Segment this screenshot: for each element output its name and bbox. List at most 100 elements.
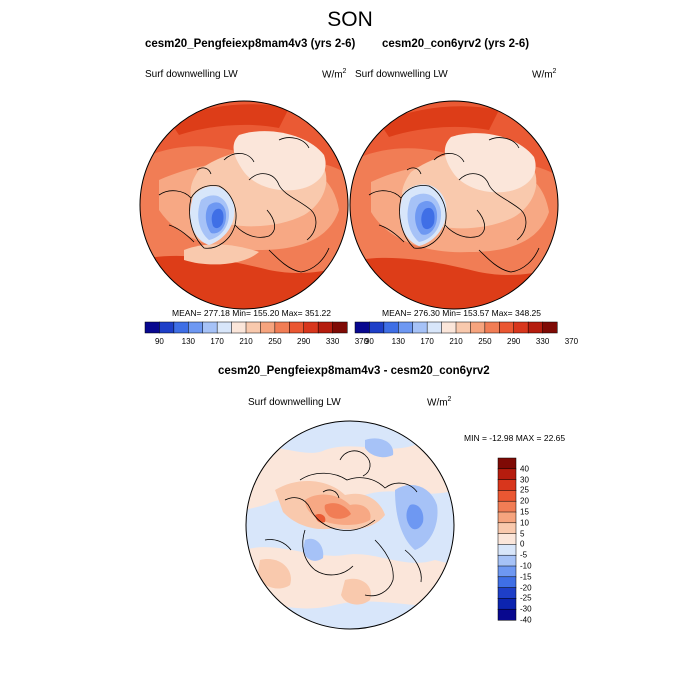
colorbar-panel-1-swatch <box>188 321 204 334</box>
contour-fill-cool-dark <box>421 207 435 230</box>
colorbar-panel-1 <box>144 321 348 334</box>
colorbar-panel-1-swatch <box>274 321 290 334</box>
panel-1-title: cesm20_Pengfeiexp8mam4v3 (yrs 2-6) <box>145 38 356 50</box>
colorbar-diff-swatch <box>497 457 517 470</box>
colorbar-diff-tick-label: -15 <box>520 572 532 582</box>
colorbar-diff-tick-label: 40 <box>520 464 529 474</box>
map-panel-1-fill <box>140 101 348 309</box>
colorbar-panel-2-swatch <box>412 321 428 334</box>
map-panel-1-border <box>139 100 349 310</box>
colorbar-panel-1-swatch <box>216 321 233 334</box>
panel-2-units: W/m2 <box>532 68 557 81</box>
colorbar-panel-2-swatch <box>513 321 529 334</box>
colorbar-panel-2-tick-label: 370 <box>564 337 579 346</box>
contour-fill-neutral <box>246 547 454 609</box>
colorbar-diff-swatch <box>497 522 517 535</box>
colorbar-panel-1-tick-label: 330 <box>325 337 340 346</box>
colorbar-panel-2-tick-label: 290 <box>507 337 521 346</box>
contour-fill-warm-light <box>324 503 351 519</box>
colorbar-diff-swatch <box>497 598 517 610</box>
colorbar-panel-1-swatch <box>289 321 305 334</box>
colorbar-panel-2-tick-label: 130 <box>391 337 405 346</box>
map-panel-1 <box>139 100 349 310</box>
map-panel-diff-border <box>245 420 455 630</box>
colorbar-panel-1-swatch <box>144 321 160 334</box>
map-panel-2-coastlines <box>368 137 540 273</box>
contour-fill-warm-paler <box>184 244 259 265</box>
map-panel-diff <box>245 420 455 630</box>
contour-fill-cool-light <box>303 538 324 561</box>
colorbar-diff-tick-label: 0 <box>520 539 525 549</box>
colorbar-panel-1-swatch <box>260 321 276 334</box>
contour-fill-cool-dark <box>211 208 224 229</box>
contour-fill-warm-mid <box>315 513 326 523</box>
colorbar-panel-1-swatch <box>159 321 175 334</box>
colorbar-panel-1-tick-label: 90 <box>154 337 164 346</box>
colorbar-diff-swatch <box>497 533 517 545</box>
colorbar-panel-1-labels: 90 130 170 210 250 290 330 370 <box>145 337 368 349</box>
contour-fill-cool-mid <box>406 504 424 530</box>
panel-2-title: cesm20_con6yrv2 (yrs 2-6) <box>382 38 530 50</box>
contour-fill-neutral <box>444 133 536 193</box>
panel-1-units: W/m2 <box>322 68 347 81</box>
colorbar-panel-1-swatch <box>173 321 189 334</box>
figure-title: SON <box>327 8 373 31</box>
colorbar-diff-swatch <box>497 587 517 599</box>
colorbar-diff-swatch <box>497 511 517 524</box>
colorbar-panel-2-swatch <box>455 321 471 334</box>
contour-fill-warm-paler <box>341 578 371 605</box>
colorbar-panel-2 <box>354 321 558 334</box>
colorbar-panel-2-swatch <box>426 321 443 334</box>
colorbar-panel-2-tick-label: 90 <box>364 337 374 346</box>
map-panel-2 <box>349 100 559 310</box>
colorbar-panel-1-swatch <box>317 321 334 334</box>
colorbar-diff <box>497 457 517 621</box>
colorbar-panel-2-swatch <box>383 321 399 334</box>
colorbar-panel-2-swatch <box>527 321 544 334</box>
panel-1-variable: Surf downwelling LW <box>145 69 238 80</box>
map-panel-diff-coastlines <box>264 450 422 597</box>
colorbar-diff-swatch <box>497 554 517 567</box>
colorbar-panel-1-swatch <box>202 321 218 334</box>
map-panel-diff-fill <box>246 421 454 629</box>
map-panel-2-border <box>349 100 559 310</box>
colorbar-panel-2-swatch <box>542 321 558 334</box>
colorbar-diff-swatch <box>497 479 517 491</box>
contour-fill-warm-dark <box>169 104 289 135</box>
colorbar-diff-tick-label: 30 <box>520 475 529 485</box>
colorbar-diff-tick-label: -40 <box>520 615 532 625</box>
colorbar-panel-2-swatch <box>470 321 486 334</box>
colorbar-diff-swatch <box>497 500 517 513</box>
diff-panel-units: W/m2 <box>427 396 452 409</box>
colorbar-panel-2-swatch <box>499 321 515 334</box>
colorbar-diff-tick-label: -5 <box>520 550 528 560</box>
diff-panel-variable: Surf downwelling LW <box>248 397 341 408</box>
colorbar-panel-1-swatch <box>303 321 319 334</box>
diff-panel-title: cesm20_Pengfeiexp8mam4v3 - cesm20_con6yr… <box>218 365 490 377</box>
colorbar-panel-2-tick-label: 170 <box>420 337 434 346</box>
colorbar-panel-2-swatch <box>354 321 370 334</box>
colorbar-panel-1-tick-label: 170 <box>210 337 224 346</box>
contour-fill-warm-dark <box>379 106 499 137</box>
colorbar-diff-tick-label: 20 <box>520 496 529 506</box>
colorbar-diff-tick-label: -10 <box>520 561 532 571</box>
contour-fill-warm-paler <box>257 559 291 589</box>
colorbar-panel-2-tick-label: 330 <box>535 337 550 346</box>
colorbar-diff-tick-label: 5 <box>520 529 525 539</box>
colorbar-panel-1-tick-label: 130 <box>181 337 195 346</box>
colorbar-diff-swatch <box>497 576 517 589</box>
colorbar-panel-1-swatch <box>231 321 247 334</box>
colorbar-panel-2-labels: 90 130 170 210 250 290 330 370 <box>355 337 578 349</box>
colorbar-panel-2-tick-label: 250 <box>478 337 492 346</box>
panel-2-variable: Surf downwelling LW <box>355 69 448 80</box>
colorbar-diff-swatch <box>497 490 517 502</box>
colorbar-diff-tick-label: 10 <box>520 518 529 528</box>
colorbar-panel-1-tick-label: 370 <box>354 337 369 346</box>
contour-fill-neutral <box>233 131 326 191</box>
colorbar-panel-1-tick-label: 210 <box>239 337 253 346</box>
colorbar-panel-1-tick-label: 250 <box>268 337 282 346</box>
map-panel-2-fill <box>350 101 558 309</box>
colorbar-panel-1-tick-label: 290 <box>297 337 311 346</box>
colorbar-diff-labels: 40 30 25 20 15 10 5 0 -5 -10 -15 -20 -25 -30 -40 <box>520 458 550 624</box>
diff-panel-stats: MIN = -12.98 MAX = 22.65 <box>464 433 566 443</box>
